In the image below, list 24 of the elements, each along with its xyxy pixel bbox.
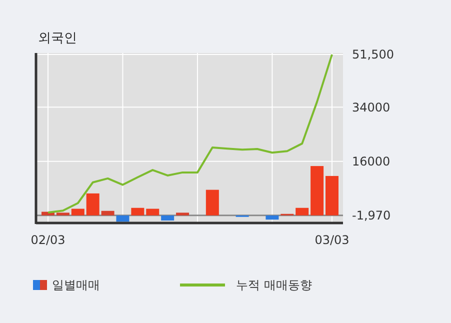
bar (296, 208, 309, 216)
bar (266, 215, 279, 220)
bar (146, 208, 160, 216)
bar (310, 166, 324, 216)
x-tick-label: 02/03 (30, 233, 66, 247)
chart-title: 외국인 (38, 31, 77, 46)
bar (71, 208, 84, 216)
y-tick-label: 16000 (352, 154, 390, 169)
line-series (47, 54, 333, 214)
bar (56, 212, 70, 216)
legend-label: 누적 매매동향 (236, 278, 312, 292)
bar (86, 193, 100, 216)
bar (206, 190, 219, 216)
bar (131, 208, 144, 216)
y-tick-label: -1,970 (352, 208, 391, 223)
y-tick-label: 34000 (352, 100, 390, 114)
bar (176, 212, 190, 216)
bar (161, 215, 174, 221)
legend-label: 일별매매 (52, 278, 100, 292)
bar (326, 176, 338, 216)
bar (116, 215, 130, 222)
y-tick-label: 51,500 (352, 48, 394, 62)
x-tick-label: 03/03 (314, 233, 350, 247)
bar (101, 210, 114, 216)
